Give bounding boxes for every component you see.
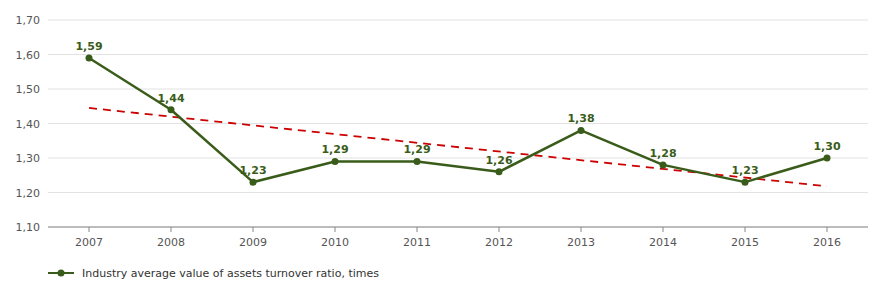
x-tick-label: 2015	[731, 236, 759, 249]
point	[86, 54, 93, 61]
point	[496, 168, 503, 175]
y-tick-label: 1,10	[16, 221, 41, 234]
data-label: 1,28	[649, 147, 676, 160]
x-tick-label: 2016	[813, 236, 841, 249]
x-tick-label: 2011	[403, 236, 431, 249]
x-tick	[745, 227, 746, 232]
plot-data	[86, 54, 831, 186]
x-tick	[335, 227, 336, 232]
x-tick-label: 2009	[239, 236, 267, 249]
x-tick-label: 2014	[649, 236, 677, 249]
point	[578, 127, 585, 134]
x-tick	[171, 227, 172, 232]
x-tick	[253, 227, 254, 232]
point	[168, 106, 175, 113]
y-grid	[48, 20, 868, 227]
x-tick	[827, 227, 828, 232]
grid-line	[48, 158, 868, 159]
data-label: 1,44	[157, 92, 184, 105]
x-tick	[663, 227, 664, 232]
point	[414, 158, 421, 165]
data-label: 1,26	[485, 154, 512, 167]
x-tick-label: 2007	[75, 236, 103, 249]
chart: 1,10 1,20 1,30 1,40 1,50 1,60 1,70 2007 2008 2009…	[0, 0, 886, 289]
point	[824, 155, 831, 162]
legend-marker	[58, 270, 65, 277]
point	[742, 179, 749, 186]
data-label: 1,29	[321, 143, 348, 156]
grid-line	[48, 192, 868, 193]
x-tick-label: 2010	[321, 236, 349, 249]
y-tick-label: 1,70	[16, 14, 41, 27]
legend-label: Industry average value of assets turnove…	[82, 267, 379, 280]
y-tick-label: 1,60	[16, 49, 41, 62]
point	[250, 179, 257, 186]
x-tick-label: 2013	[567, 236, 595, 249]
grid-line	[48, 54, 868, 55]
point	[332, 158, 339, 165]
x-tick-label: 2012	[485, 236, 513, 249]
grid-line	[48, 89, 868, 90]
y-tick-label: 1,40	[16, 118, 41, 131]
y-tick-label: 1,30	[16, 152, 41, 165]
x-tick	[499, 227, 500, 232]
x-tick	[417, 227, 418, 232]
data-label: 1,23	[239, 164, 266, 177]
trend-line	[89, 108, 827, 186]
x-tick	[581, 227, 582, 232]
x-tick-label: 2008	[157, 236, 185, 249]
data-label: 1,59	[75, 40, 102, 53]
data-label: 1,38	[567, 112, 594, 125]
point	[660, 161, 667, 168]
data-label: 1,23	[731, 164, 758, 177]
y-tick-label: 1,50	[16, 83, 41, 96]
x-tick	[89, 227, 90, 232]
data-label: 1,29	[403, 143, 430, 156]
grid-line	[48, 20, 868, 21]
legend-item: Industry average value of assets turnove…	[48, 267, 379, 280]
y-tick-label: 1,20	[16, 187, 41, 200]
grid-line	[48, 123, 868, 124]
data-label: 1,30	[813, 140, 840, 153]
series-line	[89, 58, 827, 182]
